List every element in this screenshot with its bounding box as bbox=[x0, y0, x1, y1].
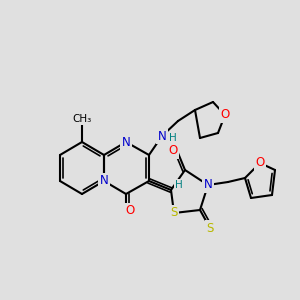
Text: O: O bbox=[125, 205, 135, 218]
Text: O: O bbox=[255, 157, 265, 169]
Text: N: N bbox=[100, 175, 108, 188]
Text: CH₃: CH₃ bbox=[72, 114, 92, 124]
Text: N: N bbox=[122, 136, 130, 148]
Text: O: O bbox=[168, 145, 178, 158]
Text: H: H bbox=[175, 180, 183, 190]
Text: N: N bbox=[204, 178, 212, 191]
Text: H: H bbox=[169, 133, 177, 143]
Text: S: S bbox=[170, 206, 178, 220]
Text: O: O bbox=[220, 109, 230, 122]
Text: N: N bbox=[158, 130, 166, 142]
Text: S: S bbox=[206, 221, 214, 235]
